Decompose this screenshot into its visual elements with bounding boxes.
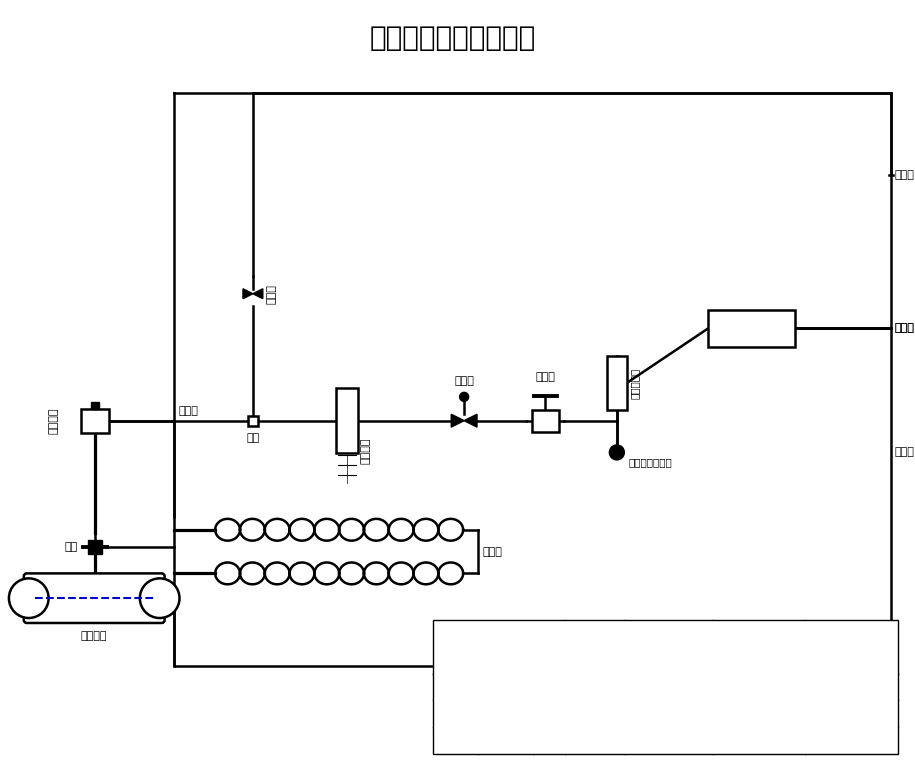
Text: 氢气精制过程分析系统: 氢气精制过程分析系统 [370, 24, 536, 52]
Circle shape [9, 578, 48, 618]
Circle shape [460, 393, 468, 401]
Bar [336, 388, 358, 453]
Polygon shape [253, 288, 263, 298]
Bar [532, 410, 559, 432]
Text: 样校口: 样校口 [895, 447, 914, 457]
Text: 球阀: 球阀 [64, 542, 78, 552]
Text: 分析仪: 分析仪 [736, 320, 768, 337]
Text: 样气标气切换阀: 样气标气切换阀 [629, 457, 673, 468]
Polygon shape [243, 288, 253, 298]
Text: 电伴热: 电伴热 [483, 546, 503, 556]
Text: 放空阀: 放空阀 [267, 284, 276, 304]
Bar [92, 402, 99, 409]
Text: 设计: 设计 [436, 681, 450, 694]
Bar [708, 310, 795, 347]
Polygon shape [451, 414, 464, 427]
Bar [81, 409, 109, 433]
Text: 西安赢润环保科技集团有限公司: 西安赢润环保科技集团有限公司 [673, 707, 790, 721]
Text: 数量: 数量 [751, 654, 767, 667]
Text: 样气流量计: 样气流量计 [630, 367, 640, 398]
Circle shape [140, 578, 179, 618]
Bar [88, 539, 102, 554]
Text: 排空口: 排空口 [895, 324, 914, 333]
Text: 三通: 三通 [246, 433, 260, 443]
FancyBboxPatch shape [24, 574, 165, 623]
Text: 材料: 材料 [587, 654, 603, 667]
Text: 审阅: 审阅 [436, 734, 450, 747]
Text: 比例: 比例 [751, 627, 767, 640]
Polygon shape [464, 414, 477, 427]
Bar [248, 416, 258, 426]
Text: 工艺管道: 工艺管道 [81, 631, 107, 641]
Bar [434, 620, 898, 754]
Text: 系统气路图: 系统气路图 [480, 627, 518, 640]
Text: 取样探头: 取样探头 [48, 407, 59, 434]
Circle shape [610, 446, 624, 459]
Text: 减压阀: 减压阀 [535, 372, 555, 382]
Text: 绘图: 绘图 [436, 707, 450, 720]
Text: 放空口: 放空口 [895, 169, 914, 180]
Text: 排空口: 排空口 [895, 324, 914, 333]
Text: 煤气滤器: 煤气滤器 [361, 437, 371, 464]
Text: 1: 1 [847, 654, 856, 667]
Text: 样气口: 样气口 [178, 406, 199, 416]
Text: 截止阀: 截止阀 [454, 376, 474, 386]
Bar [607, 356, 627, 410]
Text: 图号: 图号 [587, 627, 603, 640]
